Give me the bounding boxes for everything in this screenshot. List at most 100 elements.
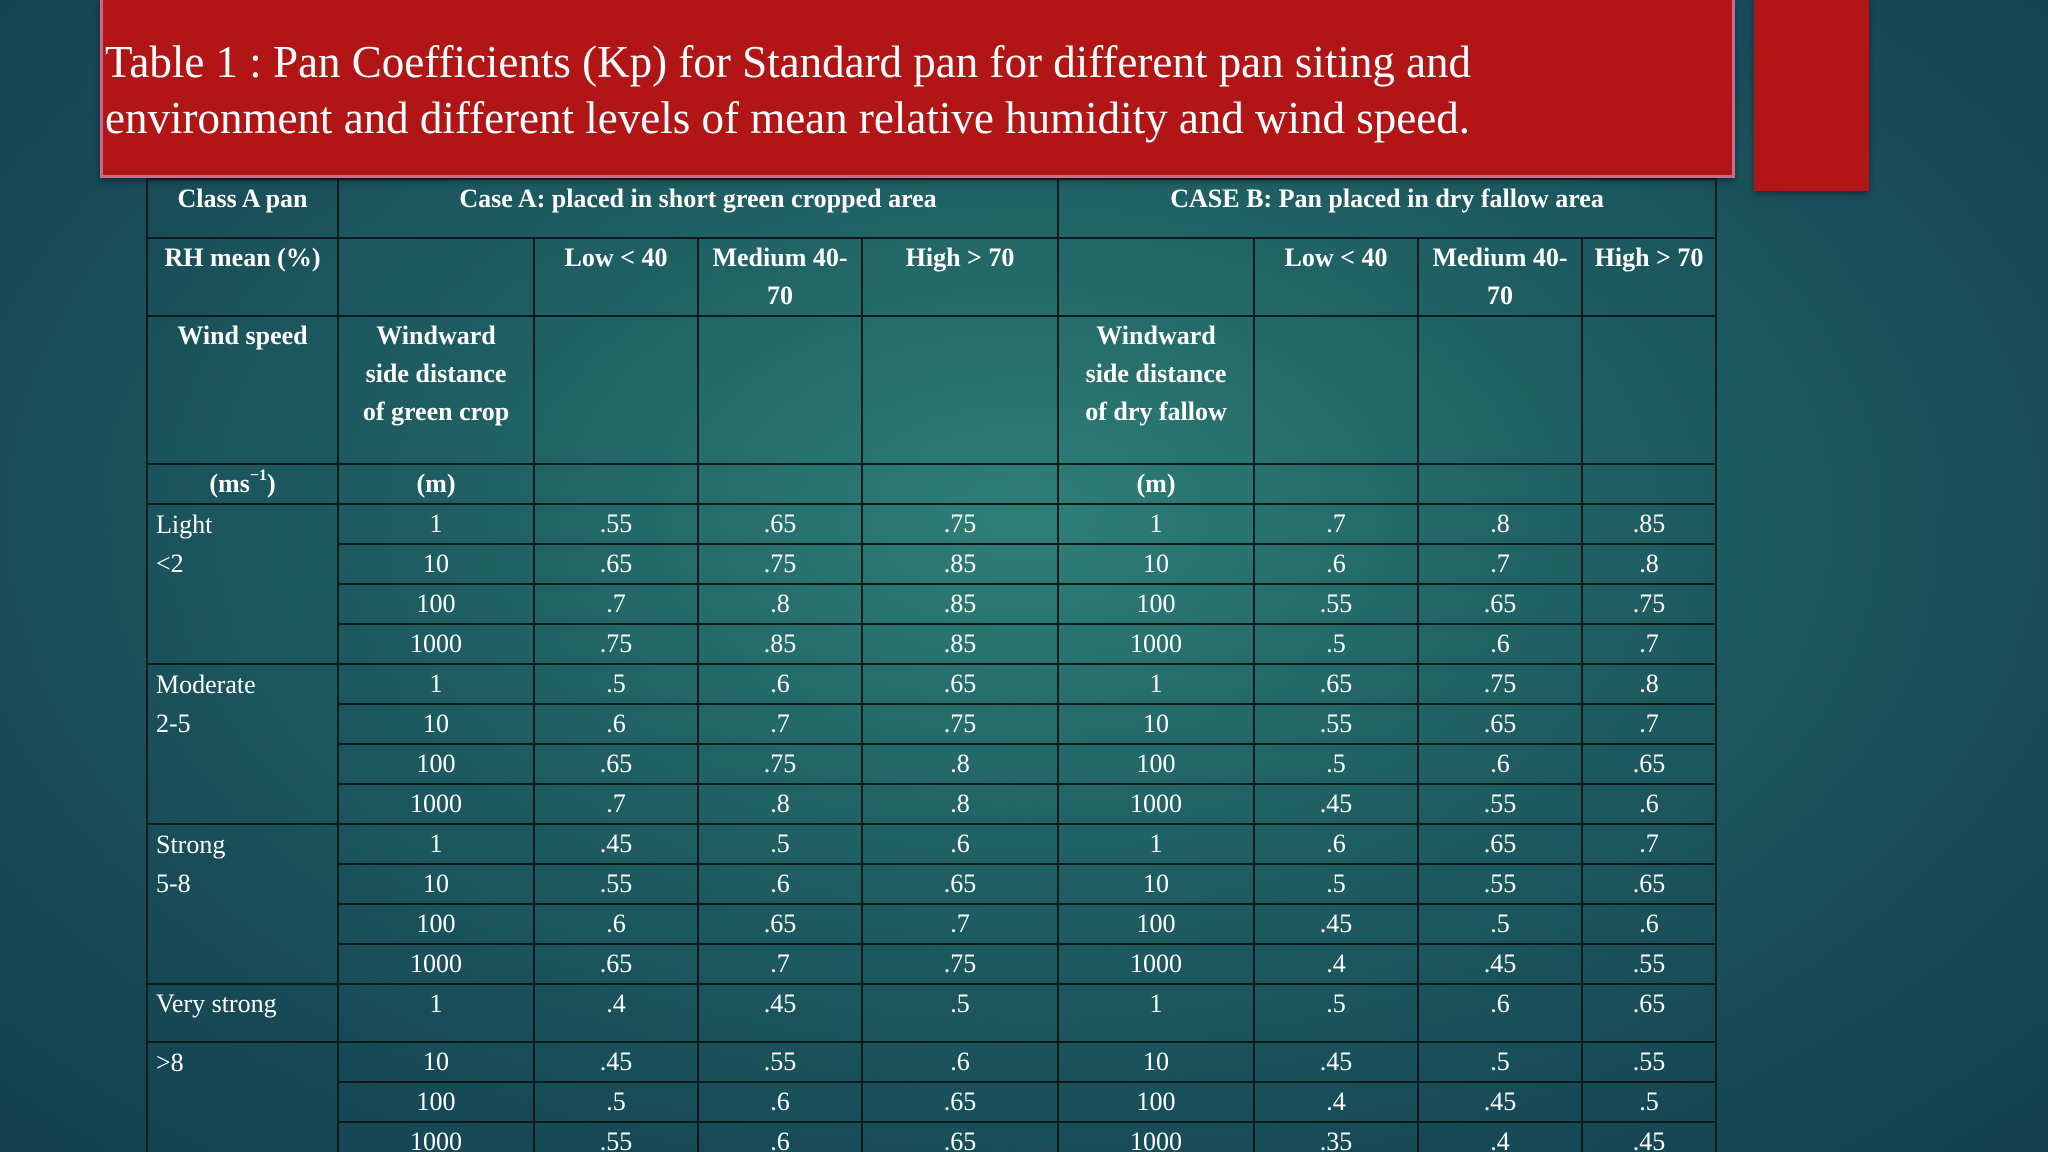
- cell-dist-a: 1000: [337, 1121, 535, 1152]
- cell-a-low: .55: [533, 863, 699, 905]
- table-row: 100.6.65.7 100.45.5.6: [146, 903, 1718, 945]
- cell-dist-a: 10: [337, 543, 535, 585]
- cell-b-med: .6: [1417, 623, 1583, 665]
- medium-line-1: Medium 40-: [712, 243, 848, 272]
- cell-dist-b: 100: [1057, 743, 1255, 785]
- cell-b-med: .7: [1417, 543, 1583, 585]
- blank-header-cell: [861, 463, 1059, 505]
- header-row-class: Class A pan Case A: placed in short gree…: [146, 178, 1718, 239]
- cell-a-high: .85: [861, 583, 1059, 625]
- wind-label-blank: [146, 584, 339, 624]
- blank-header-cell: [1253, 463, 1419, 505]
- cell-a-high: .65: [861, 1081, 1059, 1123]
- cell-a-high: .65: [861, 1121, 1059, 1152]
- cell-a-high: .7: [861, 903, 1059, 945]
- cell-b-high: .7: [1580, 703, 1718, 745]
- cell-b-low: .5: [1253, 623, 1419, 665]
- wind-label-blank: [146, 944, 339, 985]
- cell-b-high: .75: [1580, 583, 1718, 625]
- medium-line-1: Medium 40-: [1432, 243, 1568, 272]
- cell-dist-a: 1000: [337, 943, 535, 985]
- cell-dist-b: 100: [1057, 903, 1255, 945]
- cell-a-high: .75: [861, 703, 1059, 745]
- cell-b-low: .5: [1253, 863, 1419, 905]
- wind-unit-text: (ms: [209, 469, 250, 498]
- case-b-header: CASE B: Pan placed in dry fallow area: [1056, 178, 1718, 239]
- windward-a-line-2: side distance: [365, 359, 507, 388]
- table-row: 1000.65.7.75 1000.4.45.55: [146, 943, 1718, 985]
- medium-line-2: 70: [767, 281, 793, 310]
- pan-coefficient-table: Class A pan Case A: placed in short gree…: [146, 178, 1718, 1152]
- cell-b-high: .7: [1580, 623, 1718, 665]
- cell-b-high: .55: [1580, 1041, 1718, 1083]
- windward-b-line-2: side distance: [1085, 359, 1227, 388]
- cell-a-high: .85: [861, 543, 1059, 585]
- table-row: 100.65.75.8 100.5.6.65: [146, 743, 1718, 785]
- slide-title-line-1: Table 1 : Pan Coefficients (Kp) for Stan…: [105, 37, 1472, 87]
- cell-b-high: .45: [1580, 1121, 1718, 1152]
- cell-b-low: .45: [1253, 783, 1419, 825]
- cell-b-low: .45: [1253, 1041, 1419, 1083]
- cell-dist-a: 1: [337, 983, 535, 1043]
- blank-header-cell: [337, 237, 535, 317]
- cell-a-high: .6: [861, 823, 1059, 865]
- cell-a-low: .75: [533, 623, 699, 665]
- cell-b-low: .4: [1253, 943, 1419, 985]
- cell-dist-a: 10: [337, 1041, 535, 1083]
- case-a-high-header: High > 70: [861, 237, 1059, 317]
- cell-a-low: .6: [533, 703, 699, 745]
- cell-dist-b: 1: [1057, 503, 1255, 545]
- cell-b-med: .55: [1417, 783, 1583, 825]
- case-a-low-header: Low < 40: [533, 237, 699, 317]
- rh-mean-header: RH mean (%): [146, 237, 339, 317]
- cell-b-high: .8: [1580, 663, 1718, 705]
- windward-b-line-1: Windward: [1096, 321, 1216, 350]
- cell-b-med: .65: [1417, 583, 1583, 625]
- table-row: Strong 1.45.5.6 1.6.65.7: [146, 823, 1718, 865]
- wind-range-label: 2-5: [146, 704, 339, 744]
- cell-b-low: .65: [1253, 663, 1419, 705]
- cell-b-low: .5: [1253, 743, 1419, 785]
- cell-dist-b: 1: [1057, 823, 1255, 865]
- slide-title: Table 1 : Pan Coefficients (Kp) for Stan…: [105, 34, 1555, 146]
- cell-a-med: .75: [697, 543, 863, 585]
- blank-header-cell: [1580, 463, 1718, 505]
- blank-header-cell: [1417, 463, 1583, 505]
- wind-class-label: Moderate: [146, 663, 339, 704]
- cell-a-med: .6: [697, 1121, 863, 1152]
- cell-b-low: .6: [1253, 823, 1419, 865]
- cell-dist-a: 100: [337, 583, 535, 625]
- table-row: >8 10.45.55.6 10.45.5.55: [146, 1041, 1718, 1083]
- cell-a-low: .55: [533, 1121, 699, 1152]
- cell-b-med: .75: [1417, 663, 1583, 705]
- cell-dist-b: 1000: [1057, 943, 1255, 985]
- wind-range-label: >8: [146, 1041, 339, 1082]
- wind-speed-header: Wind speed: [146, 315, 339, 465]
- cell-b-high: .5: [1580, 1081, 1718, 1123]
- cell-a-low: .4: [533, 983, 699, 1043]
- cell-dist-b: 100: [1057, 1081, 1255, 1123]
- cell-a-low: .7: [533, 583, 699, 625]
- cell-b-low: .55: [1253, 703, 1419, 745]
- cell-a-med: .7: [697, 943, 863, 985]
- table-row: 1000.7.8.8 1000.45.55.6: [146, 783, 1718, 825]
- cell-dist-a: 10: [337, 703, 535, 745]
- cell-b-med: .65: [1417, 823, 1583, 865]
- cell-b-high: .65: [1580, 743, 1718, 785]
- table-row: 1000.75.85.85 1000.5.6.7: [146, 623, 1718, 665]
- cell-a-med: .6: [697, 863, 863, 905]
- cell-b-high: .85: [1580, 503, 1718, 545]
- windward-dry-fallow-header: Windward side distance of dry fallow: [1057, 315, 1255, 465]
- cell-b-med: .55: [1417, 863, 1583, 905]
- cell-a-high: .65: [861, 663, 1059, 705]
- blank-header-cell: [1253, 315, 1419, 465]
- distance-unit-a-header: (m): [337, 463, 535, 505]
- table-row: 5-8 10.55.6.65 10.5.55.65: [146, 863, 1718, 905]
- case-b-medium-header: Medium 40- 70: [1417, 237, 1583, 317]
- blank-header-cell: [697, 315, 863, 465]
- cell-a-med: .55: [697, 1041, 863, 1083]
- cell-dist-a: 10: [337, 863, 535, 905]
- distance-unit-b-header: (m): [1057, 463, 1255, 505]
- cell-a-high: .65: [861, 863, 1059, 905]
- cell-dist-b: 1: [1057, 983, 1255, 1043]
